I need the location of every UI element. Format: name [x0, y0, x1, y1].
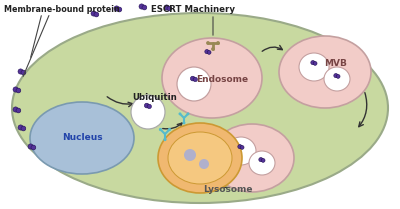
Circle shape — [159, 128, 162, 131]
Circle shape — [216, 41, 220, 45]
Circle shape — [28, 144, 33, 149]
Circle shape — [13, 87, 18, 92]
Ellipse shape — [299, 53, 329, 81]
Circle shape — [207, 51, 211, 54]
Circle shape — [334, 74, 338, 78]
Ellipse shape — [12, 13, 388, 203]
Ellipse shape — [158, 123, 242, 193]
Circle shape — [117, 7, 122, 12]
Ellipse shape — [162, 38, 262, 118]
Text: Ubiquitin: Ubiquitin — [133, 93, 177, 102]
Circle shape — [144, 103, 149, 108]
Circle shape — [261, 158, 265, 162]
Circle shape — [205, 50, 209, 54]
Circle shape — [199, 159, 209, 169]
Circle shape — [167, 6, 172, 11]
Circle shape — [18, 69, 23, 74]
Text: Endosome: Endosome — [196, 75, 248, 84]
Circle shape — [164, 5, 169, 10]
Text: Membrane-bound protein: Membrane-bound protein — [4, 5, 120, 14]
Text: Lysosome: Lysosome — [203, 186, 253, 195]
Circle shape — [193, 77, 198, 82]
Circle shape — [114, 6, 119, 11]
Text: ESCRT Machinery: ESCRT Machinery — [151, 5, 235, 14]
Circle shape — [336, 74, 340, 78]
Circle shape — [259, 158, 263, 162]
Circle shape — [16, 88, 21, 93]
Circle shape — [211, 47, 215, 51]
Text: MVB: MVB — [324, 60, 348, 69]
Circle shape — [139, 4, 144, 9]
Circle shape — [311, 61, 315, 65]
Circle shape — [168, 128, 171, 131]
Circle shape — [21, 126, 26, 131]
Circle shape — [18, 125, 23, 130]
Ellipse shape — [168, 132, 232, 184]
Circle shape — [147, 104, 152, 109]
Ellipse shape — [30, 102, 134, 174]
Circle shape — [190, 76, 195, 81]
Ellipse shape — [210, 124, 294, 192]
Ellipse shape — [279, 36, 371, 108]
Circle shape — [313, 61, 317, 65]
Ellipse shape — [131, 95, 165, 129]
Circle shape — [31, 145, 36, 150]
Ellipse shape — [324, 67, 350, 91]
Circle shape — [142, 5, 147, 10]
Circle shape — [187, 112, 190, 115]
Circle shape — [21, 70, 26, 75]
Circle shape — [240, 145, 244, 149]
Circle shape — [16, 108, 21, 113]
Ellipse shape — [177, 67, 211, 101]
Circle shape — [94, 12, 99, 17]
Circle shape — [238, 144, 242, 149]
Circle shape — [13, 107, 18, 112]
Circle shape — [164, 138, 166, 141]
Circle shape — [184, 149, 196, 161]
Circle shape — [178, 112, 181, 115]
Circle shape — [182, 121, 186, 124]
Ellipse shape — [249, 151, 275, 175]
Circle shape — [206, 41, 210, 45]
Circle shape — [91, 11, 96, 16]
Text: Nucleus: Nucleus — [62, 134, 102, 143]
Ellipse shape — [226, 137, 256, 165]
